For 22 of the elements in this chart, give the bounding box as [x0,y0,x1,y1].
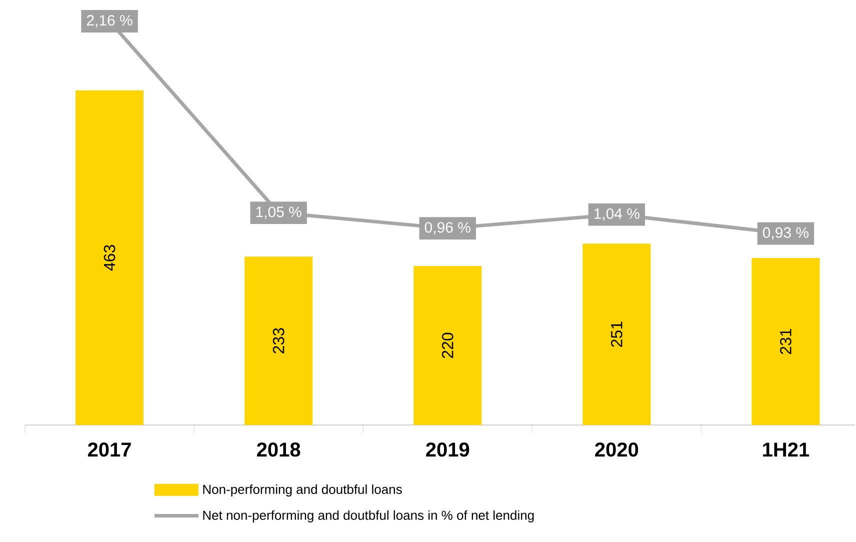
x-tick-label: 2017 [88,442,131,457]
legend-label: Net non-performing and doutbful loans in % of net lending [203,510,534,522]
data-label: 463 [104,245,116,271]
bar [752,258,820,425]
legend-label: Non-performing and doutbful loans [203,484,402,497]
x-tick-label: 1H21 [763,442,810,456]
data-label: 1,04 % [594,208,640,221]
x-tick-label: 2020 [595,442,638,457]
data-label: 1,05 % [256,206,302,219]
x-tick-label: 2018 [257,442,300,457]
bar [244,256,313,425]
x-tick-label: 2019 [426,442,470,457]
bar [582,244,651,425]
data-label: 220 [442,332,454,358]
data-label: 231 [780,328,792,354]
data-label: 251 [610,322,622,347]
data-label: 233 [272,328,284,354]
data-label: 0,93 % [762,227,808,240]
bar [414,266,482,425]
data-label: 2,16 % [86,15,132,28]
data-label: 0,96 % [424,222,470,235]
bar [76,90,144,425]
